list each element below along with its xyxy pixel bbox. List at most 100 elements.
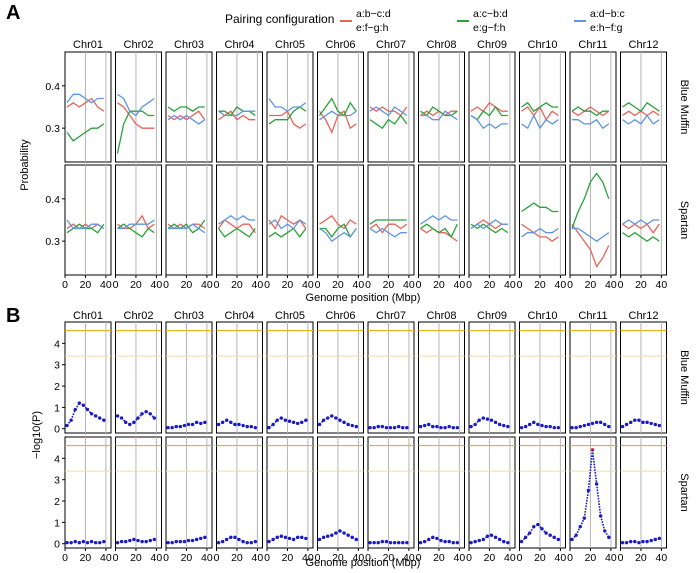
point-trail-b-1-9-4 [537,523,543,530]
point-b-1-0-9 [102,539,106,544]
point-b-1-2-9 [203,535,207,540]
chr-strip-b-chr01: Chr01 [73,310,103,322]
series-line-a-1-5-2 [319,227,357,243]
xtick-label-b-8-2: 40 [504,552,516,564]
ytick-label-b-1-4: 4 [54,453,60,465]
point-b-0-7-9 [455,425,460,430]
point-b-1-8-9 [506,540,510,545]
xtick-label-b-9-0: 0 [517,552,523,564]
chr-strip-a-chr02: Chr02 [124,39,154,51]
point-b-1-6-1 [372,540,376,545]
panel-b-frame-1-11 [620,436,667,549]
ytick-label-b-0-3: 3 [54,360,60,372]
panel-b-frame-1-8 [468,436,516,549]
panel-a-frame-0-9 [519,51,566,163]
series-line-a-0-6-1 [369,114,408,130]
ytick-label-b-1-1: 1 [54,517,60,529]
panel-b-frame-0-7 [418,321,465,434]
panel-a-frame-1-11 [620,164,667,276]
point-b-1-4-9 [304,536,308,541]
xtick-label-b-11-0: 0 [618,552,624,564]
point-trail-b-1-10-2 [579,517,586,527]
point-trail-b-1-10-0 [571,534,577,541]
xlabel-b: Genome position (Mbp) [306,557,421,569]
series-line-a-0-1-1 [116,110,155,154]
xtick-label-b-5-1: 20 [332,552,344,564]
point-b-1-3-9 [253,539,258,544]
panel-a-frame-1-2 [165,164,213,276]
xtick-label-b-2-0: 0 [163,552,169,564]
series-line-a-0-9-1 [521,101,559,113]
series-line-a-1-0-2 [66,219,105,230]
xtick-label-b-5-2: 40 [353,552,365,564]
point-trail-b-1-9-0 [520,536,527,543]
chr-strip-b-chr06: Chr06 [326,310,356,322]
xtick-label-a-9-0: 0 [517,279,523,291]
chr-strip-b-chr02: Chr02 [124,310,154,322]
legend-label-acbd-2: e:g−f:h [473,22,506,34]
xtick-label-b-7-1: 20 [433,552,445,564]
xtick-label-b-0-0: 0 [62,552,68,564]
panel-b-letter: B [6,305,21,327]
xtick-label-a-5-1: 20 [332,279,344,291]
xtick-label-a-4-2: 40 [302,279,314,291]
chr-strip-a-chr05: Chr05 [275,39,305,51]
series-line-a-1-7-1 [420,223,458,239]
chr-strip-a-chr12: Chr12 [629,39,659,51]
xtick-label-b-0-2: 40 [100,552,112,564]
xtick-label-b-3-1: 20 [231,552,243,564]
chr-strip-a-chr08: Chr08 [427,39,457,51]
panel-a-frame-0-0 [64,51,112,163]
xtick-label-a-6-2: 40 [403,279,415,291]
ytick-label-a-1-1: 0.4 [45,194,60,206]
point-b-0-4-9 [304,418,308,422]
point-b-0-8-1 [473,422,477,427]
point-b-0-2-9 [203,420,207,425]
point-b-0-6-4 [384,425,389,430]
point-b-1-7-9 [455,540,460,545]
panel-b-frame-1-3 [216,436,263,549]
series-line-a-0-0-0 [66,97,105,112]
series-line-a-1-7-2 [420,215,458,225]
xtick-label-b-1-2: 40 [151,552,163,564]
panel-b-frame-0-1 [115,321,162,434]
panel-a-frame-0-5 [317,51,364,163]
point-b-0-0-9 [102,418,106,422]
series-line-a-1-10-1 [571,172,610,229]
chr-strip-b-chr07: Chr07 [376,310,406,322]
panel-a-frame-0-10 [569,51,617,163]
series-line-a-1-3-2 [218,215,256,225]
xtick-label-b-6-0: 0 [365,552,371,564]
xtick-label-a-1-1: 20 [130,279,142,291]
xtick-label-a-3-1: 20 [231,279,243,291]
panel-a-frame-0-2 [165,51,213,163]
series-line-a-0-2-0 [167,110,206,121]
legend-label-acbd-1: a:c−b:d [473,8,508,20]
xtick-label-a-9-1: 20 [534,279,546,291]
series-line-a-1-9-2 [521,227,559,238]
point-b-1-6-6 [392,540,397,545]
xtick-label-a-2-1: 20 [181,279,193,291]
xtick-label-b-2-2: 40 [201,552,213,564]
panel-b-frame-0-3 [216,321,263,434]
point-b-1-11-9 [657,536,662,541]
chr-strip-b-chr05: Chr05 [275,310,305,322]
series-line-a-0-11-2 [622,114,660,125]
series-line-a-0-0-2 [66,93,104,104]
point-b-0-10-9 [607,424,611,429]
series-line-a-0-5-1 [318,97,357,117]
point-trail-b-0-0-1 [70,409,76,421]
series-line-a-0-11-1 [622,101,660,113]
xtick-label-a-11-1: 20 [635,279,647,291]
series-line-a-1-9-0 [521,223,559,242]
xtick-label-a-7-1: 20 [433,279,445,291]
series-line-a-0-5-2 [319,110,357,121]
chr-strip-b-chr08: Chr08 [427,310,457,322]
panel-a-frame-0-7 [418,51,465,163]
xtick-label-b-4-0: 0 [264,552,270,564]
xtick-label-a-6-0: 0 [365,279,371,291]
point-trail-b-0-4-1 [272,419,278,426]
legend-label-adbc-2: e:h−f:g [590,22,623,34]
xtick-label-a-8-2: 40 [504,279,516,291]
series-line-a-1-11-0 [622,223,660,234]
